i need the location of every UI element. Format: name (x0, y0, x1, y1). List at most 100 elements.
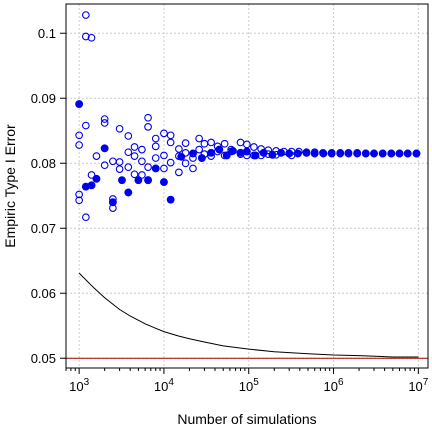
open-point (75, 131, 83, 140)
open-point (100, 115, 109, 123)
y-tick-label: 0.07 (31, 221, 56, 236)
open-point (189, 164, 197, 173)
open-point (115, 158, 124, 166)
open-point (87, 33, 96, 42)
filled-point (412, 149, 421, 158)
open-point (144, 163, 152, 171)
open-point (160, 164, 168, 173)
filled-point (177, 152, 186, 161)
filled-point (118, 176, 126, 185)
open-point (81, 32, 90, 41)
open-point (75, 190, 83, 199)
filled-point (75, 100, 84, 109)
open-point (250, 143, 258, 151)
filled-point (370, 149, 378, 158)
open-point (75, 196, 83, 205)
open-point (175, 168, 183, 177)
open-point (81, 11, 90, 19)
y-tick-label: 0.1 (38, 26, 56, 41)
filled-point (327, 149, 336, 158)
open-point (160, 151, 168, 160)
open-point (87, 171, 96, 179)
filled-point (361, 149, 370, 158)
filled-point (285, 149, 294, 158)
x-tick-label: 107 (408, 377, 428, 394)
open-point (81, 213, 90, 222)
open-point (144, 113, 152, 122)
open-point (92, 152, 101, 160)
filled-point (310, 149, 319, 158)
open-point (195, 145, 203, 154)
open-point (166, 138, 175, 147)
x-tick-label: 106 (324, 377, 344, 394)
filled-point (387, 149, 396, 158)
filled-point (166, 195, 175, 204)
filled-point (189, 149, 197, 158)
filled-point (134, 176, 143, 185)
filled-point (403, 149, 412, 158)
open-point (130, 152, 139, 160)
filled-point (395, 149, 404, 158)
open-point (100, 119, 109, 127)
filled-point (124, 188, 133, 197)
filled-point (144, 176, 153, 185)
filled-point (242, 147, 251, 156)
axes: 103 104 105 106 107 0.05 0.06 0.07 0.08 0.09 0.1 (31, 26, 429, 394)
filled-point (277, 148, 285, 157)
filled-point (302, 148, 311, 157)
open-point (160, 129, 168, 138)
open-point (220, 139, 229, 148)
filled-point (236, 148, 245, 157)
open-point (130, 170, 139, 179)
filled-point (268, 150, 277, 159)
open-point (181, 149, 190, 157)
filled-point (259, 148, 268, 157)
open-point (138, 171, 146, 179)
open-point (151, 154, 160, 162)
filled-point (108, 198, 117, 207)
data-marks (66, 11, 428, 359)
filled-point (159, 178, 168, 187)
open-point (144, 122, 152, 131)
filled-point (222, 151, 231, 160)
open-point (124, 148, 133, 157)
filled-point (151, 164, 160, 173)
open-point (124, 132, 133, 140)
filled-point (100, 144, 109, 153)
open-point (181, 139, 190, 147)
y-tick-label: 0.08 (31, 156, 56, 171)
filled-point (207, 148, 216, 157)
filled-point (344, 149, 353, 158)
open-point (151, 142, 160, 151)
open-point (115, 165, 124, 173)
open-point (130, 143, 139, 151)
plot-frame (65, 3, 429, 369)
x-tick-label: 105 (239, 377, 259, 394)
filled-point (215, 145, 224, 154)
filled-point (228, 146, 237, 155)
filled-point (293, 149, 302, 158)
open-point (124, 163, 133, 171)
open-point (195, 134, 203, 143)
filled-point (319, 149, 328, 158)
open-point (81, 121, 90, 130)
filled-point (197, 154, 206, 163)
filled-point (92, 174, 101, 183)
filled-point (336, 149, 345, 158)
open-point (207, 138, 215, 147)
open-point (100, 161, 109, 170)
y-axis-title: Empiric Type I Error (2, 124, 18, 248)
filled-point (353, 149, 362, 158)
x-tick-label: 104 (154, 377, 174, 394)
open-point (175, 145, 183, 153)
open-point (115, 124, 124, 133)
open-point (166, 158, 175, 167)
x-tick-label: 103 (69, 377, 89, 394)
open-point (151, 134, 160, 143)
y-tick-label: 0.05 (31, 351, 56, 366)
y-tick-label: 0.09 (31, 91, 56, 106)
y-tick-label: 0.06 (31, 286, 56, 301)
open-point (138, 157, 146, 166)
